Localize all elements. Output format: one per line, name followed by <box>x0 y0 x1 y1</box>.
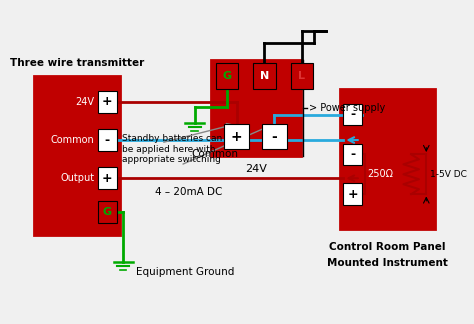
Bar <box>291 63 313 89</box>
Text: -: - <box>350 108 356 121</box>
Bar <box>98 91 117 113</box>
Text: 4 – 20mA DC: 4 – 20mA DC <box>155 187 222 197</box>
Bar <box>210 60 301 156</box>
Text: Equipment Ground: Equipment Ground <box>136 267 235 277</box>
Text: 250Ω: 250Ω <box>367 169 393 179</box>
Bar <box>344 183 363 205</box>
Text: +: + <box>102 172 112 185</box>
Bar <box>98 168 117 189</box>
Bar <box>344 144 363 165</box>
Text: 1-5V DC: 1-5V DC <box>430 170 466 179</box>
Text: Mounted Instrument: Mounted Instrument <box>327 258 448 268</box>
Text: Three wire transmitter: Three wire transmitter <box>10 58 144 68</box>
Text: Common: Common <box>191 149 238 159</box>
Text: 24V: 24V <box>245 164 267 174</box>
Text: N: N <box>260 71 269 81</box>
Text: Standby batteries can
be applied here with
appropriate switching: Standby batteries can be applied here wi… <box>122 134 222 164</box>
Text: -: - <box>272 130 277 144</box>
Text: 24V: 24V <box>75 97 94 107</box>
Bar <box>253 63 276 89</box>
Text: > Power supply: > Power supply <box>309 103 385 113</box>
Text: +: + <box>102 95 112 108</box>
Bar <box>344 104 363 125</box>
Bar <box>98 129 117 151</box>
Text: G: G <box>222 71 232 81</box>
Text: -: - <box>350 148 356 161</box>
Text: Control Room Panel: Control Room Panel <box>329 242 446 252</box>
Text: G: G <box>102 207 112 217</box>
Text: L: L <box>299 71 305 81</box>
Text: Common: Common <box>50 135 94 145</box>
Text: +: + <box>231 130 242 144</box>
Bar <box>34 76 120 235</box>
Bar <box>98 202 117 223</box>
Text: -: - <box>105 133 109 146</box>
Bar <box>216 63 238 89</box>
Bar <box>340 89 435 229</box>
Text: Output: Output <box>60 173 94 183</box>
Bar <box>262 124 287 149</box>
Text: +: + <box>347 188 358 201</box>
Bar <box>224 124 249 149</box>
